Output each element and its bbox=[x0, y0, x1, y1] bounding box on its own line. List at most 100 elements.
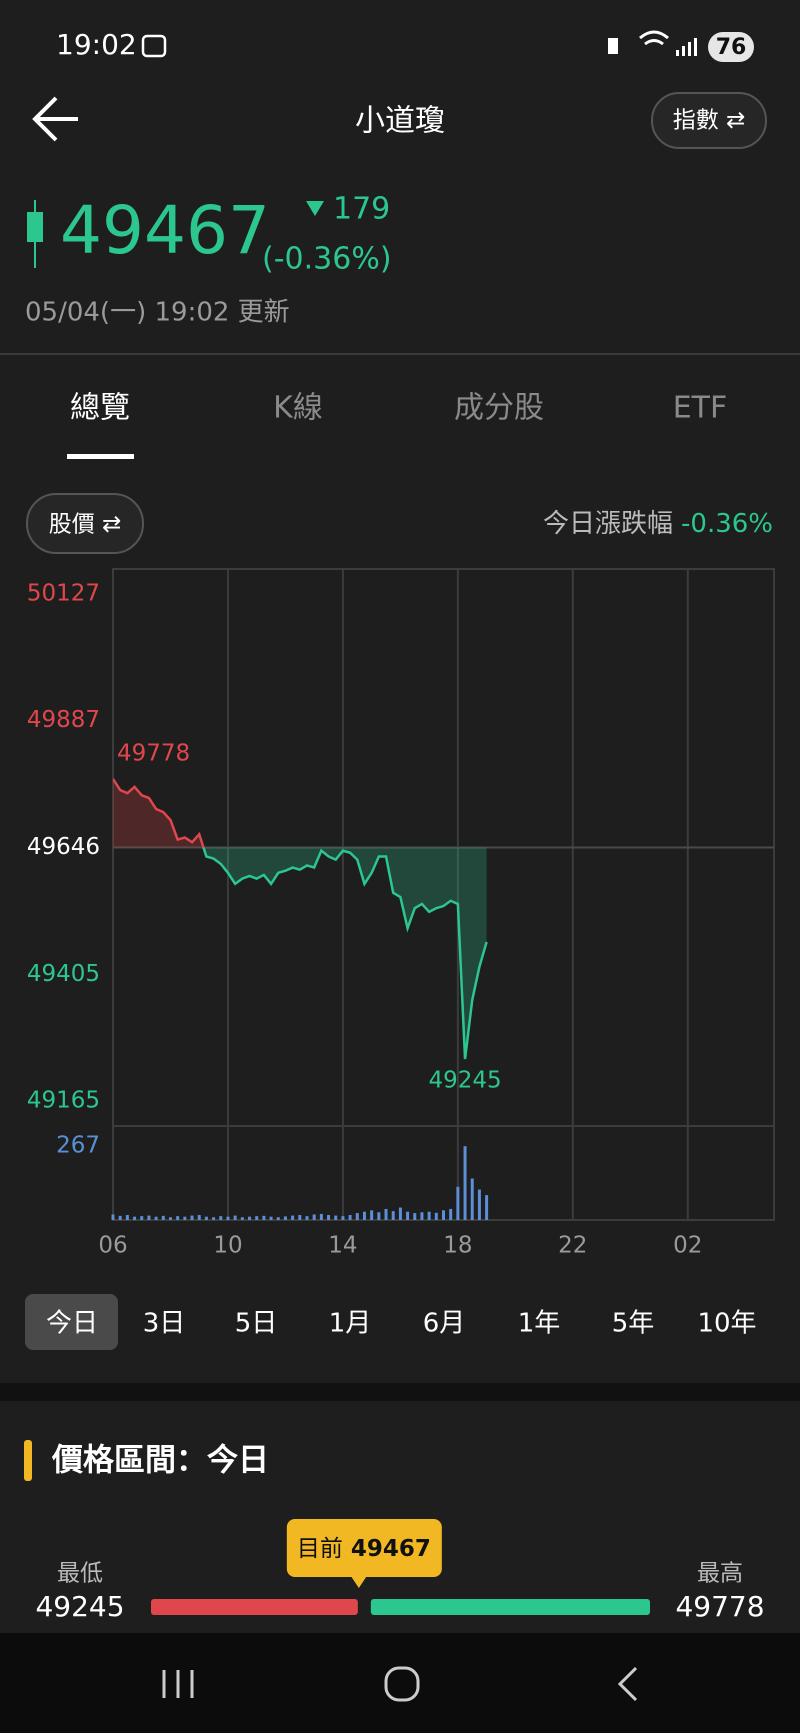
tab[interactable]: 總覽 bbox=[70, 391, 130, 426]
back-button[interactable] bbox=[32, 96, 78, 142]
update-time: 05/04(一) 19:02 更新 bbox=[25, 298, 290, 328]
range-button[interactable]: 3日 bbox=[143, 1309, 186, 1339]
daily-change-value: -0.36% bbox=[681, 509, 773, 539]
x-tick-label: 22 bbox=[558, 1233, 587, 1259]
section-gap bbox=[0, 1383, 800, 1401]
volume-bar bbox=[427, 1211, 431, 1220]
volume-bar bbox=[291, 1215, 295, 1220]
x-tick-label: 14 bbox=[328, 1233, 357, 1259]
volume-bar bbox=[413, 1213, 417, 1220]
volume-bar bbox=[485, 1195, 489, 1220]
y-tick-label: 49887 bbox=[27, 707, 100, 733]
daily-change: 今日漲跌幅 -0.36% bbox=[543, 509, 773, 539]
volume-bar bbox=[449, 1208, 453, 1220]
x-tick-label: 02 bbox=[673, 1233, 702, 1259]
volume-bar bbox=[269, 1216, 273, 1220]
price-change-pct: (-0.36%) bbox=[262, 242, 392, 277]
page-title: 小道瓊 bbox=[355, 104, 445, 139]
volume-bar bbox=[334, 1215, 338, 1220]
price-line bbox=[113, 778, 205, 848]
volume-bar bbox=[398, 1207, 402, 1220]
index-toggle-label: 指數 ⇄ bbox=[673, 108, 746, 134]
volume-bar bbox=[420, 1212, 424, 1220]
volume-bar bbox=[240, 1217, 244, 1220]
tabs: 總覽 K線 成分股 ETF bbox=[70, 391, 727, 426]
volume-bar bbox=[348, 1215, 352, 1220]
tab[interactable]: K線 bbox=[273, 391, 323, 426]
y-tick-label: 49405 bbox=[27, 961, 100, 987]
volume-bar bbox=[255, 1216, 259, 1220]
range-button[interactable]: 5日 bbox=[235, 1309, 278, 1339]
current-tooltip bbox=[286, 1519, 442, 1577]
volume-bar bbox=[355, 1213, 359, 1220]
tab-underline bbox=[67, 454, 134, 459]
range-selected bbox=[25, 1294, 118, 1350]
volume-bar bbox=[168, 1217, 172, 1220]
volume-bar bbox=[248, 1216, 252, 1220]
x-tick-label: 06 bbox=[98, 1233, 127, 1259]
nav-home[interactable] bbox=[384, 1666, 420, 1702]
screenshot-icon bbox=[141, 34, 167, 58]
clock: 19:02 bbox=[56, 28, 137, 61]
nav-bar bbox=[0, 1633, 800, 1733]
range-button[interactable]: 5年 bbox=[612, 1309, 655, 1339]
volume-bar bbox=[161, 1215, 165, 1220]
volume-bar bbox=[197, 1215, 201, 1220]
volume-bar bbox=[125, 1215, 129, 1220]
volume-bar bbox=[456, 1186, 460, 1220]
high-label: 最高 bbox=[697, 1561, 743, 1587]
current-label: 目前 bbox=[297, 1536, 343, 1562]
volume-bar bbox=[377, 1212, 381, 1220]
volume-bar bbox=[470, 1178, 474, 1220]
price-area bbox=[113, 778, 487, 848]
volume-bar bbox=[219, 1216, 223, 1220]
price-area bbox=[113, 847, 487, 1060]
nav-recents[interactable] bbox=[162, 1670, 194, 1698]
volume-bar bbox=[384, 1208, 388, 1220]
signal-icon bbox=[676, 38, 697, 56]
daily-change-label: 今日漲跌幅 bbox=[543, 509, 673, 539]
range-low-bar bbox=[151, 1599, 358, 1615]
volume-bar bbox=[362, 1211, 366, 1220]
volume-bar bbox=[190, 1215, 194, 1220]
price-change: 179 bbox=[333, 192, 390, 227]
range-high-bar bbox=[370, 1599, 650, 1615]
volume-bar bbox=[341, 1216, 345, 1220]
volume-tick-label: 267 bbox=[56, 1133, 100, 1159]
candle-body bbox=[27, 212, 43, 242]
mode-toggle[interactable] bbox=[26, 493, 144, 554]
volume-bar bbox=[262, 1215, 266, 1220]
volume-bar bbox=[226, 1216, 230, 1220]
tab[interactable]: ETF bbox=[673, 391, 728, 426]
volume-bar bbox=[305, 1216, 309, 1220]
range-button[interactable]: 1月 bbox=[329, 1309, 372, 1339]
low-label: 最低 bbox=[57, 1561, 103, 1587]
y-tick-label: 49646 bbox=[27, 834, 100, 860]
wifi-icon bbox=[639, 30, 669, 46]
high-value: 49778 bbox=[675, 1590, 764, 1623]
last-price: 49467 bbox=[60, 192, 270, 269]
down-arrow bbox=[306, 201, 324, 216]
range-button[interactable]: 今日 bbox=[46, 1309, 98, 1339]
volume-bar bbox=[370, 1210, 374, 1220]
volume-bar bbox=[276, 1217, 280, 1220]
tab[interactable]: 成分股 bbox=[454, 391, 544, 426]
current-value: 49467 bbox=[351, 1536, 431, 1562]
volume-bar bbox=[212, 1217, 216, 1220]
current-tooltip-text: 目前 49467 bbox=[297, 1536, 431, 1562]
range-button[interactable]: 10年 bbox=[697, 1309, 756, 1339]
range-button[interactable]: 1年 bbox=[518, 1309, 561, 1339]
volume-bar bbox=[111, 1214, 115, 1220]
volume-bar bbox=[312, 1214, 316, 1220]
volume-bar bbox=[319, 1213, 323, 1220]
y-tick-label: 50127 bbox=[27, 580, 100, 606]
range-button[interactable]: 6月 bbox=[423, 1309, 466, 1339]
volume-bar bbox=[463, 1146, 467, 1220]
tooltip-pointer bbox=[350, 1576, 367, 1588]
nav-back[interactable] bbox=[617, 1666, 638, 1702]
volume-bar bbox=[434, 1212, 438, 1220]
index-toggle[interactable] bbox=[651, 92, 767, 149]
volume-bar bbox=[183, 1216, 187, 1220]
